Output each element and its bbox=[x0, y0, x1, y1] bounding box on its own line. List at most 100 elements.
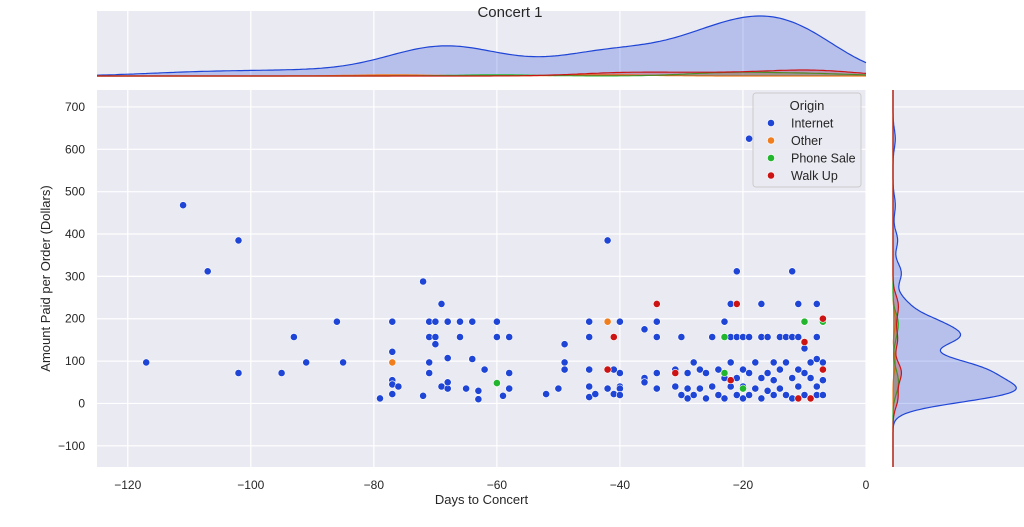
data-point-internet bbox=[819, 358, 827, 367]
top-marginal-kde bbox=[96, 15, 867, 77]
data-point-internet bbox=[560, 358, 569, 367]
data-point-internet bbox=[683, 394, 692, 403]
data-point-walk-up bbox=[671, 369, 680, 377]
data-point-internet bbox=[234, 369, 243, 377]
data-point-internet bbox=[388, 317, 397, 326]
top-kde-fill bbox=[97, 16, 866, 76]
data-point-internet bbox=[812, 299, 821, 308]
y-tick-label: 600 bbox=[65, 142, 85, 156]
y-tick-label: 100 bbox=[65, 354, 85, 368]
data-point-internet bbox=[788, 374, 797, 382]
gridlines bbox=[97, 11, 1024, 467]
data-point-phone-sale bbox=[720, 333, 729, 341]
data-point-walk-up bbox=[819, 314, 827, 323]
data-point-internet bbox=[806, 358, 815, 367]
x-tick-label: 0 bbox=[863, 478, 870, 492]
data-point-internet bbox=[585, 393, 594, 401]
data-point-internet bbox=[425, 358, 434, 367]
data-point-internet bbox=[677, 333, 686, 341]
legend-label-phone-sale: Phone Sale bbox=[791, 152, 856, 166]
right-kde-fill bbox=[893, 90, 902, 467]
top-kde-fill bbox=[97, 70, 866, 76]
data-point-internet bbox=[339, 358, 347, 367]
data-point-internet bbox=[652, 333, 661, 341]
data-point-internet bbox=[302, 358, 311, 367]
data-point-internet bbox=[794, 333, 803, 341]
top-kde-line bbox=[97, 69, 867, 77]
data-point-internet bbox=[702, 394, 710, 403]
data-point-internet bbox=[616, 391, 624, 399]
top-kde-line bbox=[96, 15, 867, 76]
data-point-internet bbox=[443, 378, 452, 387]
data-point-internet bbox=[585, 382, 594, 391]
legend-box bbox=[752, 92, 862, 188]
data-point-internet bbox=[419, 391, 427, 400]
data-point-walk-up bbox=[732, 299, 741, 308]
data-point-internet bbox=[720, 317, 729, 326]
data-point-internet bbox=[696, 365, 704, 374]
y-tick-label: 200 bbox=[65, 312, 85, 326]
data-point-internet bbox=[616, 317, 624, 326]
data-point-internet bbox=[203, 267, 212, 276]
data-point-internet bbox=[554, 384, 563, 393]
data-point-internet bbox=[542, 390, 550, 398]
data-point-internet bbox=[179, 201, 187, 210]
data-point-internet bbox=[800, 369, 809, 377]
data-point-internet bbox=[726, 358, 735, 367]
data-point-internet bbox=[585, 317, 594, 326]
data-point-internet bbox=[431, 333, 440, 341]
data-point-internet bbox=[800, 391, 809, 399]
chart-title: Concert 1 bbox=[477, 4, 542, 21]
data-point-internet bbox=[640, 325, 649, 334]
data-point-internet bbox=[763, 369, 772, 377]
data-point-internet bbox=[585, 333, 594, 341]
data-point-internet bbox=[714, 365, 723, 374]
data-point-internet bbox=[591, 390, 600, 398]
data-point-internet bbox=[708, 333, 717, 341]
data-point-internet bbox=[769, 391, 778, 399]
legend: Origin Internet Other Phone Sale Walk Up bbox=[752, 92, 862, 188]
data-point-internet bbox=[683, 369, 692, 377]
legend-label-walk-up: Walk Up bbox=[791, 169, 838, 183]
data-point-internet bbox=[671, 382, 680, 391]
legend-label-internet: Internet bbox=[791, 117, 834, 131]
data-point-internet bbox=[696, 384, 704, 393]
data-point-internet bbox=[468, 355, 477, 363]
data-point-internet bbox=[652, 317, 661, 326]
axis-tick-labels: −120 −100 −80 −60 −40 −20 0 −100 0 100 200 300 400 50… bbox=[58, 100, 870, 492]
data-point-internet bbox=[819, 376, 827, 385]
data-point-internet bbox=[289, 333, 298, 341]
legend-marker-phone-sale bbox=[767, 154, 775, 162]
right-kde-fill bbox=[893, 90, 899, 467]
data-point-internet bbox=[769, 376, 778, 385]
data-point-phone-sale bbox=[800, 317, 809, 326]
data-point-internet bbox=[745, 333, 753, 341]
data-point-internet bbox=[794, 299, 803, 308]
data-point-internet bbox=[456, 317, 464, 326]
data-point-internet bbox=[388, 390, 397, 398]
right-kde-line bbox=[892, 90, 902, 467]
x-tick-label: −120 bbox=[114, 478, 141, 492]
data-point-internet bbox=[782, 391, 790, 399]
data-point-internet bbox=[751, 358, 760, 367]
data-point-internet bbox=[757, 299, 766, 308]
data-point-internet bbox=[769, 358, 778, 367]
data-point-internet bbox=[474, 386, 483, 395]
legend-marker-walk-up bbox=[767, 171, 775, 180]
data-point-internet bbox=[812, 333, 821, 341]
y-tick-label: −100 bbox=[58, 439, 85, 453]
data-point-internet bbox=[763, 333, 772, 341]
data-point-other bbox=[388, 358, 397, 367]
x-axis-label: Days to Concert bbox=[435, 492, 529, 507]
data-point-internet bbox=[142, 358, 151, 367]
data-point-internet bbox=[776, 384, 784, 393]
data-point-internet bbox=[689, 391, 698, 399]
data-point-internet bbox=[505, 384, 514, 393]
data-point-internet bbox=[757, 394, 766, 403]
right-marginal-background bbox=[893, 90, 1024, 467]
data-point-internet bbox=[394, 382, 403, 391]
data-point-internet bbox=[419, 277, 427, 286]
legend-title: Origin bbox=[790, 98, 825, 113]
data-point-phone-sale bbox=[720, 369, 729, 377]
